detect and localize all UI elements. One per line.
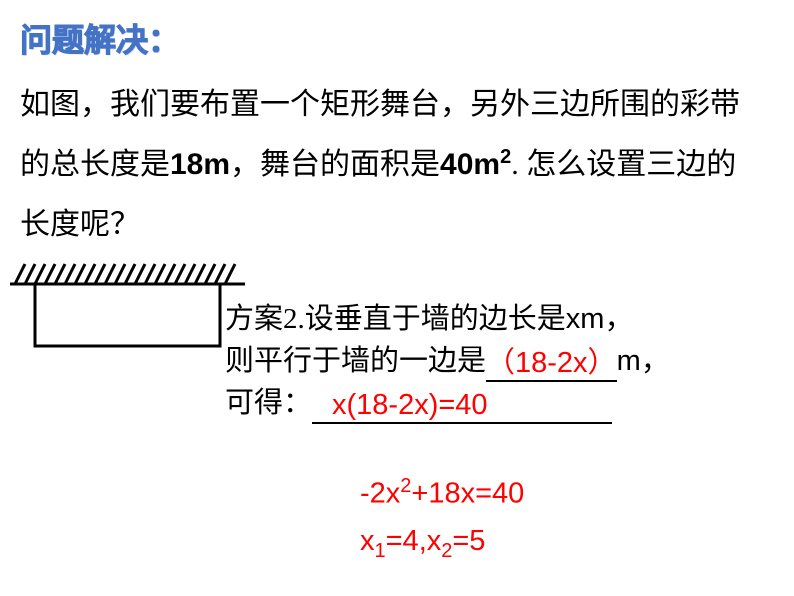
method-line3: 可得：x(18-2x)=40 bbox=[225, 382, 774, 424]
page-title: 问题解决： bbox=[20, 15, 180, 61]
solution-method: 方案2.设垂直于墙的边长是xm， 则平行于墙的一边是（18-2x）m， 可得：x… bbox=[225, 298, 774, 424]
blank-equation: x(18-2x)=40 bbox=[312, 390, 612, 424]
blank-parallel-side: （18-2x） bbox=[486, 348, 617, 382]
length-value: 18m bbox=[170, 148, 230, 181]
area-value: 40m2 bbox=[440, 148, 511, 181]
stage-diagram bbox=[10, 262, 250, 357]
method-line2: 则平行于墙的一边是（18-2x）m， bbox=[225, 340, 774, 382]
equation-expanded: -2x2+18x=40 bbox=[360, 475, 524, 511]
problem-statement: 如图，我们要布置一个矩形舞台，另外三边所围的彩带的总长度是18m，舞台的面积是4… bbox=[20, 75, 764, 255]
stage-rectangle bbox=[35, 284, 220, 346]
wall-hatching bbox=[15, 264, 235, 284]
method-line1: 方案2.设垂直于墙的边长是xm， bbox=[225, 298, 774, 340]
problem-part2: ，舞台的面积是 bbox=[230, 148, 440, 181]
equation-solutions: x1=4,x2=5 bbox=[360, 525, 485, 563]
